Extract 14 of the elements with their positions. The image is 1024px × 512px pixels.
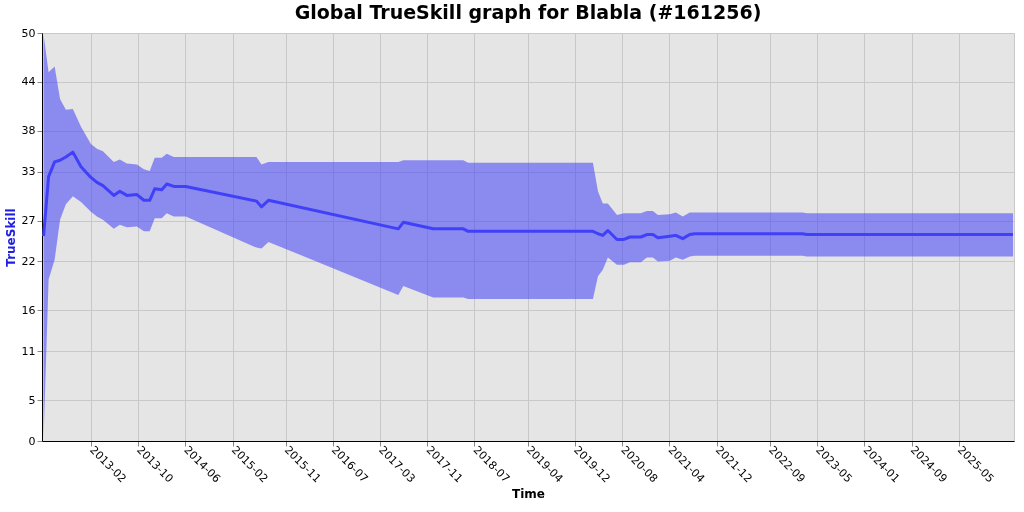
y-tick-label: 0	[28, 434, 36, 448]
y-tick-label: 50	[21, 26, 36, 40]
y-tick-label: 38	[21, 124, 36, 138]
line-series	[42, 150, 1015, 241]
y-tick-label: 33	[21, 165, 36, 179]
y-tick-label: 5	[28, 393, 36, 407]
y-tick-label: 22	[21, 254, 36, 268]
y-tick-label: 27	[21, 214, 36, 228]
y-axis-title: TrueSkill	[3, 208, 18, 267]
x-axis-title: Time	[512, 486, 545, 501]
y-tick-label: 16	[21, 303, 36, 317]
chart-title: Global TrueSkill graph for Blabla (#161256)	[294, 1, 762, 23]
y-tick-label: 11	[21, 344, 36, 358]
y-tick-label: 44	[21, 75, 36, 89]
